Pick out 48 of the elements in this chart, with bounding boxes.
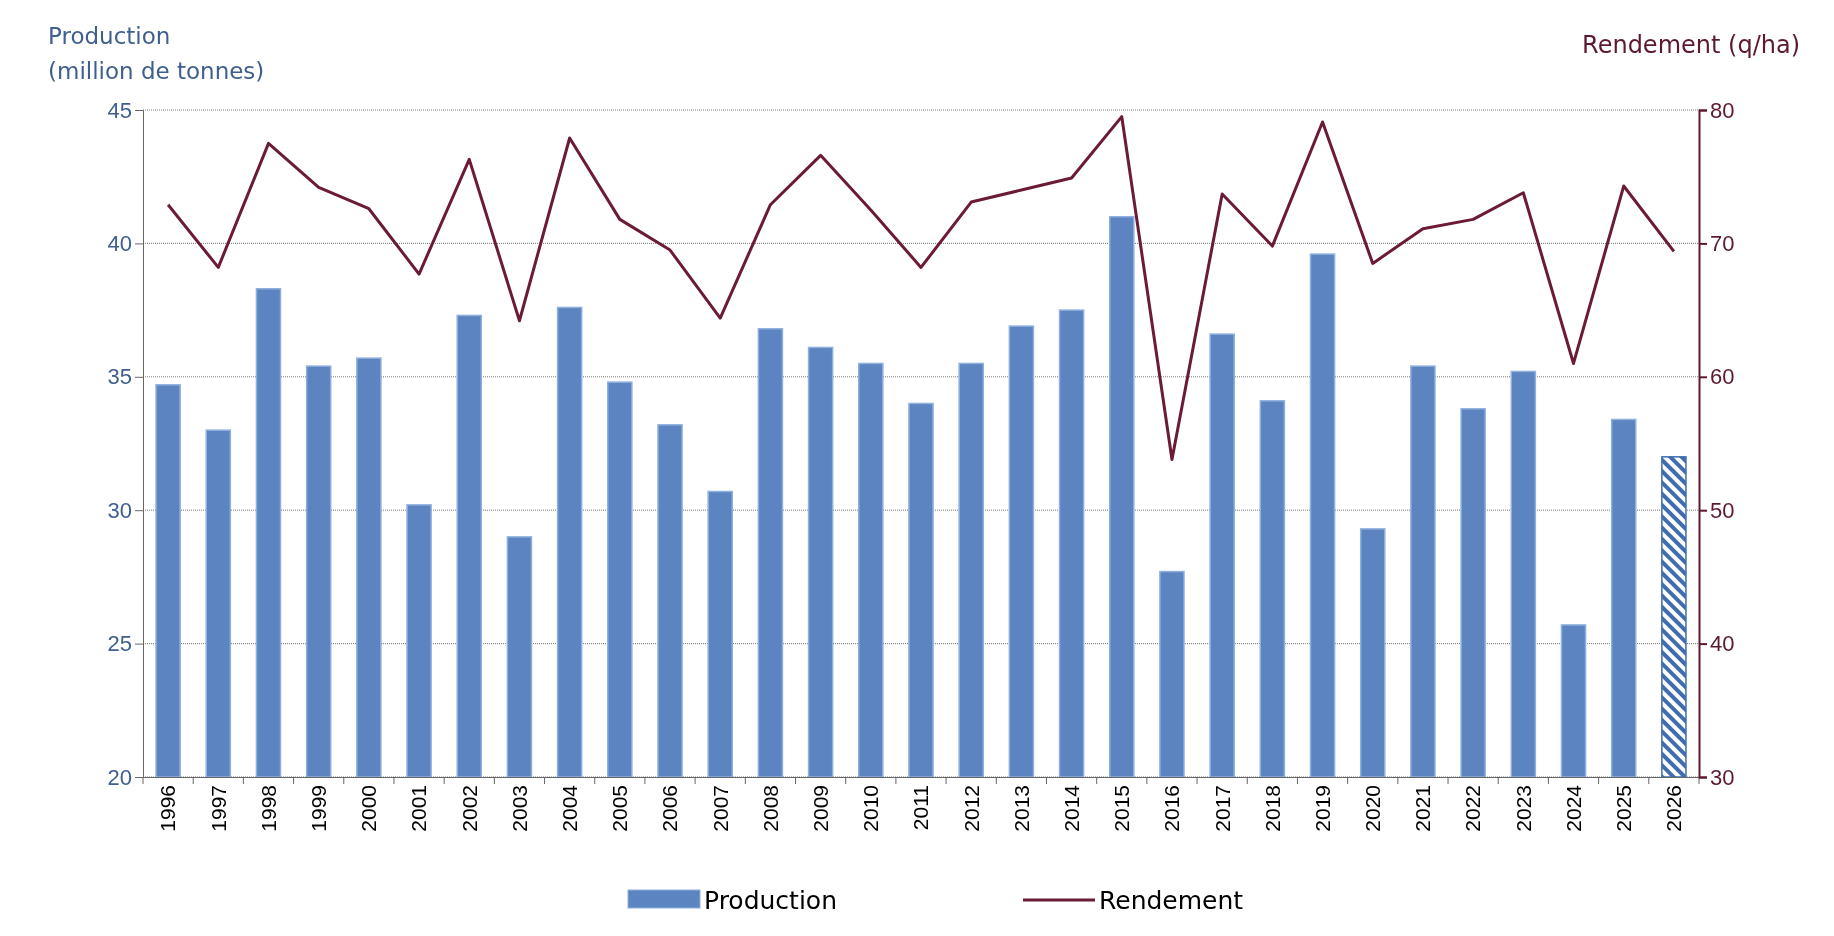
x-tick-label: 2020	[1361, 785, 1385, 832]
x-tick-label: 2022	[1461, 785, 1485, 832]
x-tick-label: 2016	[1160, 785, 1184, 832]
y-tick-label: 45	[107, 97, 132, 123]
x-tick-label: 2017	[1210, 785, 1234, 832]
x-tick-label: 2013	[1009, 785, 1033, 832]
x-tick-label: 2001	[407, 785, 431, 832]
x-tick-label: 2011	[909, 785, 933, 831]
y2-tick-label: 70	[1710, 230, 1735, 256]
x-tick-label: 2002	[457, 785, 481, 832]
y-tick-label: 30	[107, 497, 132, 523]
y2-axis-title: Rendement (q/ha)	[1582, 31, 1800, 59]
y-tick-label: 20	[107, 764, 132, 790]
y2-tick-label: 60	[1710, 364, 1735, 390]
x-tick-label: 2007	[708, 785, 732, 832]
x-tick-label: 2006	[658, 785, 682, 832]
y2-tick-label: 50	[1710, 497, 1735, 523]
x-tick-label: 2026	[1662, 785, 1686, 832]
x-tick-label: 1997	[206, 785, 230, 832]
x-tick-label: 1998	[256, 785, 280, 832]
x-tick-label: 2024	[1561, 784, 1585, 832]
x-tick-label: 2010	[859, 785, 883, 832]
y-axis-title: Production (million de tonnes)	[48, 23, 265, 84]
x-tick-label: 2009	[808, 785, 832, 832]
x-tick-label: 2021	[1411, 785, 1435, 832]
x-tick-label: 2023	[1511, 785, 1535, 832]
x-tick-label: 2025	[1612, 785, 1636, 832]
x-tick-label: 2008	[758, 785, 782, 832]
y-tick-label: 40	[107, 230, 132, 256]
x-tick-label: 1999	[307, 785, 331, 832]
x-tick-label: 2004	[558, 784, 581, 832]
x-tick-label: 2019	[1310, 785, 1334, 832]
y2-tick-label: 80	[1710, 97, 1735, 123]
x-tick-label: 2014	[1059, 784, 1083, 832]
y2-tick-label: 40	[1710, 631, 1735, 657]
x-tick-label: 2005	[608, 785, 632, 832]
legend-label: Rendement	[1099, 886, 1244, 915]
x-tick-label: 2018	[1260, 785, 1284, 832]
y-tick-label: 35	[107, 364, 132, 390]
y-tick-label: 25	[107, 631, 132, 657]
x-tick-label: 2000	[357, 785, 381, 832]
x-tick-label: 1996	[156, 785, 180, 832]
x-tick-label: 2003	[507, 785, 531, 832]
y2-tick-label: 30	[1710, 764, 1735, 790]
legend-label: Production	[704, 886, 838, 915]
line-series	[166, 115, 1676, 462]
x-tick-label: 2015	[1110, 785, 1134, 832]
x-tick-label: 2012	[959, 785, 983, 832]
